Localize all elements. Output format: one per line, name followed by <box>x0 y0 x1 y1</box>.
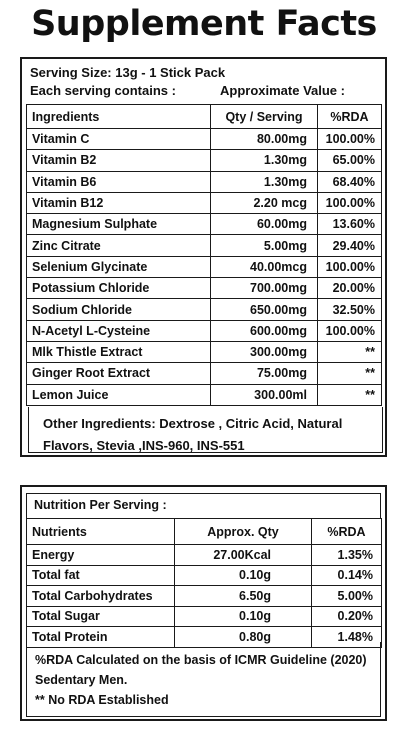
cell-name: Energy <box>26 544 175 566</box>
table-row: Sodium Chloride 650.00mg 32.50% <box>26 298 382 321</box>
table-row: Mlk Thistle Extract 300.00mg ** <box>26 340 382 364</box>
table-row: Zinc Citrate 5.00mg 29.40% <box>26 234 382 257</box>
cell-rda: 5.00% <box>311 585 382 607</box>
cell-qty: 2.20 mcg <box>210 191 318 215</box>
cell-qty: 40.00mcg <box>210 255 318 279</box>
supplement-table: Ingredients Qty / Serving %RDA Vitamin C… <box>26 104 382 406</box>
cell-rda: 20.00% <box>317 277 382 300</box>
supplement-facts-panel: Serving Size: 13g - 1 Stick Pack Each se… <box>20 57 387 457</box>
each-serving-label: Each serving contains : <box>30 83 176 98</box>
nutrition-header: Nutrition Per Serving : <box>26 493 381 519</box>
table-row: Vitamin B6 1.30mg 68.40% <box>26 170 382 193</box>
cell-qty: 0.10g <box>174 564 312 586</box>
header-approx-qty: Approx. Qty <box>174 518 312 545</box>
nutrition-table: Nutrients Approx. Qty %RDA Energy 27.00Kc… <box>26 518 382 648</box>
cell-name: Mlk Thistle Extract <box>26 340 211 364</box>
cell-name: Vitamin B12 <box>26 191 211 215</box>
cell-qty: 80.00mg <box>210 127 318 151</box>
table-header-row: Ingredients Qty / Serving %RDA <box>26 104 382 129</box>
cell-name: Magnesium Sulphate <box>26 213 211 236</box>
header-rda: %RDA <box>317 104 382 129</box>
cell-qty: 6.50g <box>174 585 312 607</box>
cell-rda: 100.00% <box>317 191 382 215</box>
cell-name: Total Carbohydrates <box>26 585 175 607</box>
cell-rda: 68.40% <box>317 170 382 193</box>
table-row: Potassium Chloride 700.00mg 20.00% <box>26 277 382 300</box>
cell-qty: 1.30mg <box>210 149 318 172</box>
cell-name: Zinc Citrate <box>26 234 211 257</box>
cell-rda: 100.00% <box>317 255 382 279</box>
other-ingredients: Other Ingredients: Dextrose , Citric Aci… <box>28 407 383 453</box>
table-row: Magnesium Sulphate 60.00mg 13.60% <box>26 213 382 236</box>
cell-name: Total Sugar <box>26 605 175 627</box>
footnote-icmr: %RDA Calculated on the basis of ICMR Gui… <box>35 653 367 667</box>
cell-rda: ** <box>317 362 382 385</box>
table-row: Ginger Root Extract 75.00mg ** <box>26 362 382 385</box>
table-row: Total Carbohydrates 6.50g 5.00% <box>26 585 382 607</box>
cell-qty: 27.00Kcal <box>174 544 312 566</box>
table-row: Lemon Juice 300.00ml ** <box>26 383 382 406</box>
cell-rda: 65.00% <box>317 149 382 172</box>
cell-name: Lemon Juice <box>26 383 211 406</box>
table-row: Total Protein 0.80g 1.48% <box>26 626 382 648</box>
cell-qty: 5.00mg <box>210 234 318 257</box>
table-row: Total fat 0.10g 0.14% <box>26 564 382 586</box>
header-qty-serving: Qty / Serving <box>210 104 318 129</box>
cell-rda: 1.48% <box>311 626 382 648</box>
cell-name: Ginger Root Extract <box>26 362 211 385</box>
header-rda: %RDA <box>311 518 382 545</box>
cell-name: Vitamin B2 <box>26 149 211 172</box>
cell-qty: 600.00mg <box>210 319 318 342</box>
cell-qty: 0.10g <box>174 605 312 627</box>
table-row: Total Sugar 0.10g 0.20% <box>26 605 382 627</box>
cell-rda: 32.50% <box>317 298 382 321</box>
cell-name: Vitamin C <box>26 127 211 151</box>
page-title: Supplement Facts <box>31 4 377 44</box>
cell-qty: 75.00mg <box>210 362 318 385</box>
footnote-sedentary: Sedentary Men. <box>35 673 128 687</box>
cell-rda: ** <box>317 340 382 364</box>
cell-qty: 300.00mg <box>210 340 318 364</box>
cell-name: Potassium Chloride <box>26 277 211 300</box>
cell-rda: 29.40% <box>317 234 382 257</box>
cell-name: Sodium Chloride <box>26 298 211 321</box>
cell-rda: 0.20% <box>311 605 382 627</box>
cell-name: N-Acetyl L-Cysteine <box>26 319 211 342</box>
cell-name: Total Protein <box>26 626 175 648</box>
header-nutrients: Nutrients <box>26 518 175 545</box>
cell-rda: ** <box>317 383 382 406</box>
table-row: Vitamin C 80.00mg 100.00% <box>26 127 382 151</box>
cell-name: Vitamin B6 <box>26 170 211 193</box>
cell-rda: 1.35% <box>311 544 382 566</box>
table-row: Vitamin B12 2.20 mcg 100.00% <box>26 191 382 215</box>
table-row: N-Acetyl L-Cysteine 600.00mg 100.00% <box>26 319 382 342</box>
footnote-no-rda: ** No RDA Established <box>35 693 169 707</box>
table-header-row: Nutrients Approx. Qty %RDA <box>26 518 382 545</box>
cell-name: Total fat <box>26 564 175 586</box>
approximate-value-label: Approximate Value : <box>220 83 345 98</box>
cell-qty: 300.00ml <box>210 383 318 406</box>
cell-name: Selenium Glycinate <box>26 255 211 279</box>
footnote: %RDA Calculated on the basis of ICMR Gui… <box>26 642 381 717</box>
table-row: Selenium Glycinate 40.00mcg 100.00% <box>26 255 382 279</box>
cell-qty: 650.00mg <box>210 298 318 321</box>
serving-size: Serving Size: 13g - 1 Stick Pack <box>30 65 226 80</box>
cell-rda: 100.00% <box>317 319 382 342</box>
cell-qty: 60.00mg <box>210 213 318 236</box>
cell-rda: 13.60% <box>317 213 382 236</box>
table-row: Vitamin B2 1.30mg 65.00% <box>26 149 382 172</box>
header-ingredients: Ingredients <box>26 104 211 129</box>
table-row: Energy 27.00Kcal 1.35% <box>26 544 382 566</box>
cell-qty: 1.30mg <box>210 170 318 193</box>
cell-qty: 700.00mg <box>210 277 318 300</box>
nutrition-panel: Nutrition Per Serving : Nutrients Approx… <box>20 485 387 721</box>
cell-rda: 100.00% <box>317 127 382 151</box>
cell-rda: 0.14% <box>311 564 382 586</box>
